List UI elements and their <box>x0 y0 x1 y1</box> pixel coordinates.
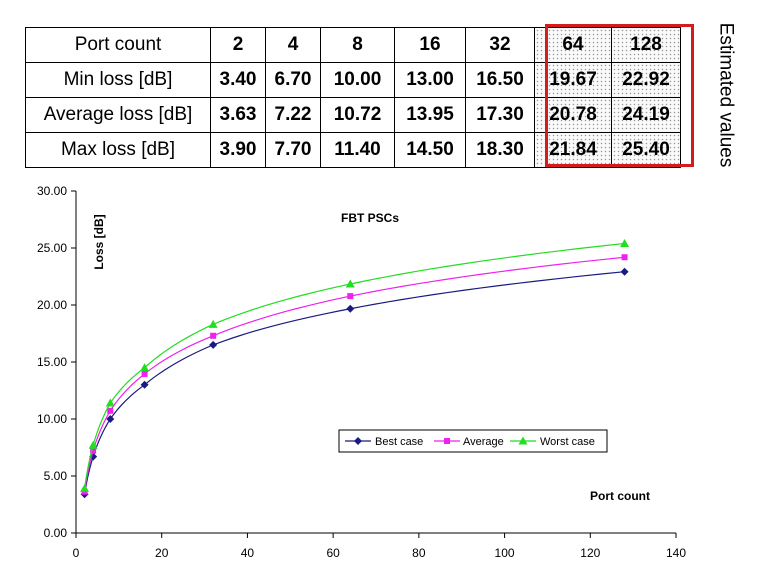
data-point-average <box>141 370 148 377</box>
legend-marker-worst-case <box>518 436 528 445</box>
data-point-best-case <box>346 304 355 313</box>
data-point-worst-case <box>140 363 150 372</box>
port-header-2: 2 <box>210 27 266 63</box>
x-tick-label: 80 <box>412 546 426 560</box>
estimated-values-text: Estimated values <box>715 22 736 168</box>
loss-chart: 0.00 5.00 10.00 15.00 20.00 25.00 30.00 0 20 40 60… <box>37 184 686 560</box>
port-header-16: 16 <box>394 27 466 63</box>
data-point-average <box>90 447 97 454</box>
data-point-average <box>210 332 217 339</box>
table-cell-estimated: 24.19 <box>611 97 681 133</box>
chart-axes: 0.00 5.00 10.00 15.00 20.00 25.00 30.00 0 20 40 60… <box>37 184 686 560</box>
chart-title: FBT PSCs <box>341 211 399 225</box>
chart-series <box>80 238 630 499</box>
table-cell-estimated: 25.40 <box>611 132 681 168</box>
x-tick-label: 140 <box>666 546 686 560</box>
port-count-header: Port count <box>25 27 211 63</box>
loss-table: Port count 2 4 8 16 32 64 128 Min loss [… <box>25 27 681 168</box>
data-point-average <box>621 254 628 261</box>
y-axis-label: Loss [dB] <box>92 214 106 269</box>
x-tick-label: 0 <box>73 546 80 560</box>
legend-label-best-case: Best case <box>375 436 423 448</box>
y-tick-label: 15.00 <box>37 355 67 369</box>
x-tick-label: 20 <box>155 546 169 560</box>
estimated-values-highlight <box>545 24 694 167</box>
table-cell: 11.40 <box>320 132 395 168</box>
table-row: Min loss [dB] 3.40 6.70 10.00 13.00 16.5… <box>25 62 681 98</box>
x-axis-label: Port count <box>590 489 650 503</box>
port-header-4: 4 <box>265 27 321 63</box>
data-point-best-case <box>140 380 149 389</box>
legend-label-worst-case: Worst case <box>540 436 595 448</box>
x-tick-label: 40 <box>241 546 255 560</box>
x-tick-label: 120 <box>580 546 600 560</box>
estimated-values-label: Estimated values <box>695 20 755 170</box>
port-header-8: 8 <box>320 27 395 63</box>
data-point-average <box>107 407 114 414</box>
table-row: Max loss [dB] 3.90 7.70 11.40 14.50 18.3… <box>25 132 681 168</box>
table-cell: 6.70 <box>265 62 321 98</box>
data-point-best-case <box>620 267 629 276</box>
table-cell: 10.00 <box>320 62 395 98</box>
table-cell: 7.70 <box>265 132 321 168</box>
data-point-average <box>347 293 354 300</box>
table-cell: 16.50 <box>465 62 535 98</box>
table-header-row: Port count 2 4 8 16 32 64 128 <box>25 27 681 63</box>
table-cell-estimated: 22.92 <box>611 62 681 98</box>
port-header-32: 32 <box>465 27 535 63</box>
legend-box <box>338 429 608 453</box>
data-point-worst-case <box>88 440 98 449</box>
y-tick-label: 10.00 <box>37 412 67 426</box>
x-tick-label: 100 <box>495 546 515 560</box>
y-tick-label: 0.00 <box>44 526 68 540</box>
y-tick-label: 25.00 <box>37 241 67 255</box>
data-point-best-case <box>209 340 218 349</box>
row-label-min: Min loss [dB] <box>25 62 211 98</box>
table-cell: 3.63 <box>210 97 266 133</box>
table-cell: 10.72 <box>320 97 395 133</box>
port-header-128: 128 <box>611 27 681 63</box>
table-cell: 3.90 <box>210 132 266 168</box>
table-cell: 7.22 <box>265 97 321 133</box>
legend-marker-average <box>444 438 450 444</box>
data-point-worst-case <box>208 319 218 328</box>
table-cell: 14.50 <box>394 132 466 168</box>
data-point-worst-case <box>345 279 355 288</box>
table-cell: 13.95 <box>394 97 466 133</box>
row-label-average: Average loss [dB] <box>25 97 211 133</box>
data-point-worst-case <box>620 238 630 247</box>
table-cell: 17.30 <box>465 97 535 133</box>
legend-label-average: Average <box>463 436 504 448</box>
x-tick-label: 60 <box>326 546 340 560</box>
row-label-max: Max loss [dB] <box>25 132 211 168</box>
table-cell: 18.30 <box>465 132 535 168</box>
data-point-best-case <box>106 415 115 423</box>
data-point-worst-case <box>80 484 90 493</box>
y-tick-label: 30.00 <box>37 184 67 198</box>
y-tick-label: 20.00 <box>37 298 67 312</box>
table-cell: 13.00 <box>394 62 466 98</box>
y-tick-label: 5.00 <box>44 469 68 483</box>
legend-marker-best-case <box>354 437 362 445</box>
series-line-average <box>83 256 625 492</box>
table-cell: 3.40 <box>210 62 266 98</box>
chart-legend: Best case Average Worst case <box>338 429 608 453</box>
data-point-worst-case <box>105 398 115 407</box>
series-line-best-case <box>83 271 625 495</box>
